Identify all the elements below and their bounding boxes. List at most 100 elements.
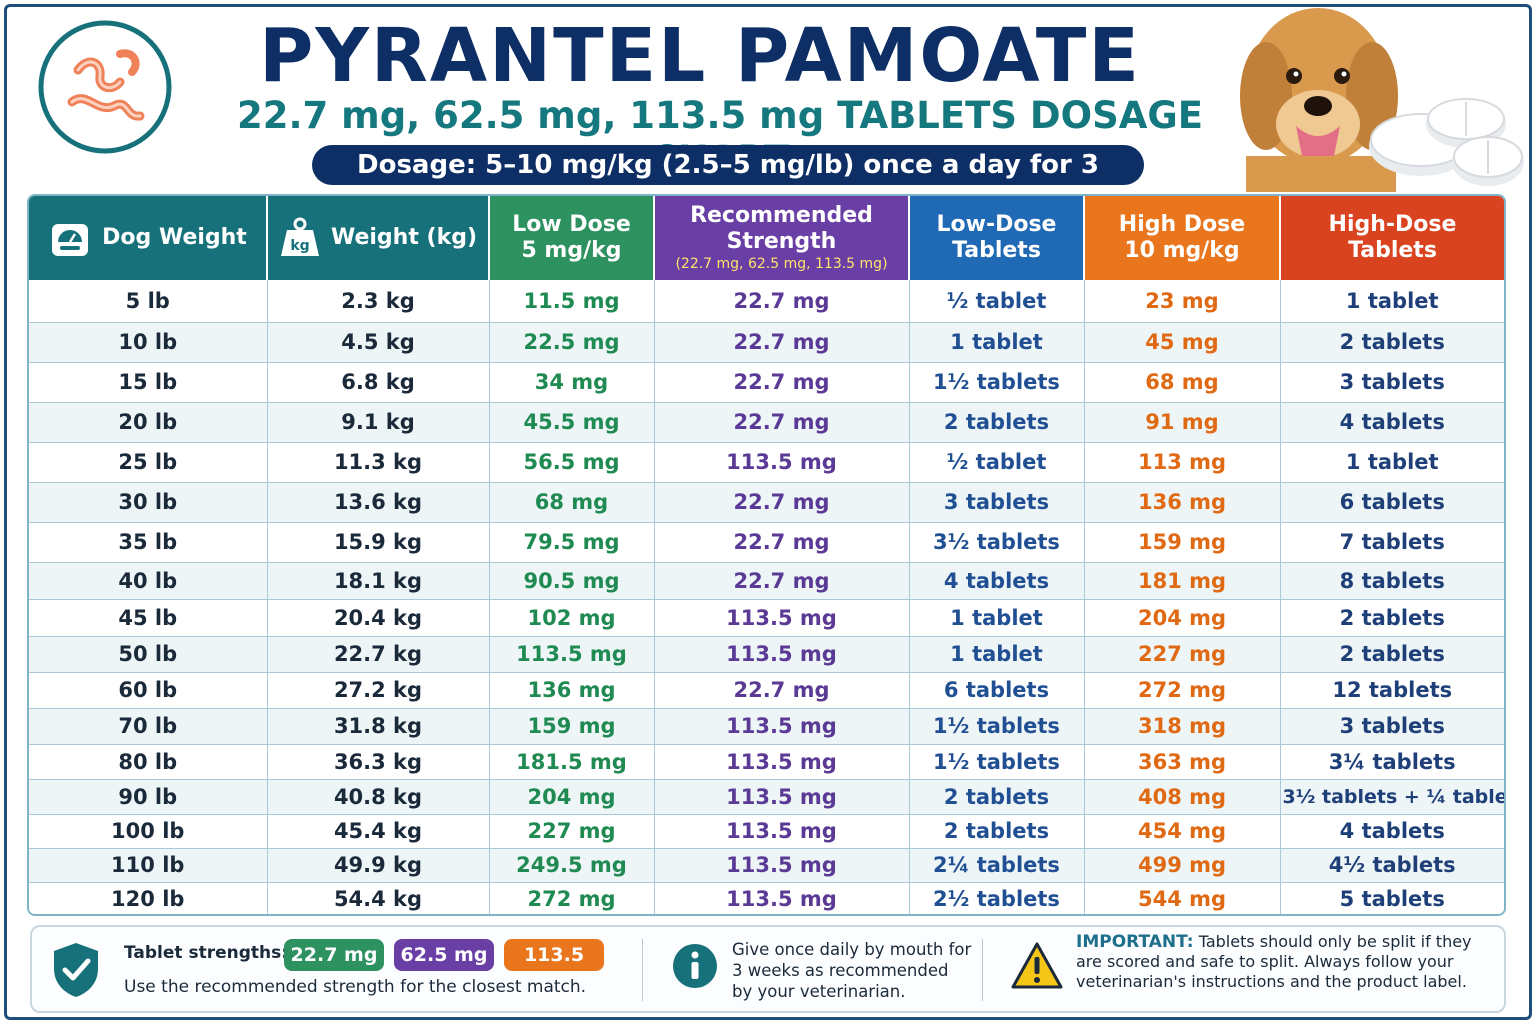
cell-low-dose: 56.5 mg <box>489 442 655 483</box>
cell-low-dose-tablets: 2 tablets <box>909 779 1085 815</box>
tablet-strengths-label: Tablet strengths: <box>124 943 289 963</box>
cell-low-dose: 45.5 mg <box>489 402 655 443</box>
table-header-row: Dog Weight kg Weight (kg) Low Dose 5 mg/ <box>29 196 1504 280</box>
cell-high-dose-tablets: 6 tablets <box>1280 482 1504 523</box>
cell-high-dose: 23 mg <box>1084 280 1281 323</box>
cell-low-dose-tablets: 1 tablet <box>909 599 1085 637</box>
cell-high-dose: 318 mg <box>1084 708 1281 745</box>
dog-illustration <box>1240 8 1524 192</box>
worm-icon <box>38 20 172 154</box>
cell-high-dose: 91 mg <box>1084 402 1281 443</box>
cell-weight-kg: 54.4 kg <box>267 882 490 914</box>
table-row: 20 lb 9.1 kg 45.5 mg 22.7 mg 2 tablets 91 mg 4… <box>29 402 1504 443</box>
warning-icon <box>1011 942 1063 989</box>
table-row: 5 lb 2.3 kg 11.5 mg 22.7 mg ½ tablet 23 mg 1 t… <box>29 280 1504 323</box>
cell-weight-lb: 90 lb <box>29 779 268 815</box>
important-label: IMPORTANT: <box>1076 932 1194 952</box>
svg-text:kg: kg <box>290 238 309 254</box>
table-row: 120 lb 54.4 kg 272 mg 113.5 mg 2½ tablets 544… <box>29 882 1504 914</box>
footer-divider <box>982 939 983 1001</box>
cell-weight-lb: 45 lb <box>29 599 268 637</box>
cell-low-dose: 227 mg <box>489 814 655 849</box>
header-recommended-strength: Recommended Strength (22.7 mg, 62.5 mg, 1… <box>654 196 910 280</box>
cell-high-dose-tablets: 4 tablets <box>1280 402 1504 443</box>
cell-weight-kg: 20.4 kg <box>267 599 490 637</box>
cell-low-dose-tablets: ½ tablet <box>909 442 1085 483</box>
cell-high-dose: 204 mg <box>1084 599 1281 637</box>
cell-low-dose: 11.5 mg <box>489 280 655 323</box>
cell-weight-kg: 9.1 kg <box>267 402 490 443</box>
table-row: 60 lb 27.2 kg 136 mg 22.7 mg 6 tablets 272 mg… <box>29 672 1504 709</box>
cell-weight-kg: 6.8 kg <box>267 362 490 403</box>
table-row: 110 lb 49.9 kg 249.5 mg 113.5 mg 2¼ tablets 4… <box>29 848 1504 883</box>
cell-high-dose: 113 mg <box>1084 442 1281 483</box>
page-title: PYRANTEL PAMOATE <box>259 13 1141 99</box>
cell-recommended-strength: 113.5 mg <box>654 848 910 883</box>
cell-weight-lb: 60 lb <box>29 672 268 709</box>
cell-weight-kg: 49.9 kg <box>267 848 490 883</box>
cell-weight-lb: 100 lb <box>29 814 268 849</box>
cell-high-dose: 272 mg <box>1084 672 1281 709</box>
table-row: 45 lb 20.4 kg 102 mg 113.5 mg 1 tablet 204 mg… <box>29 599 1504 637</box>
cell-low-dose: 159 mg <box>489 708 655 745</box>
table-row: 50 lb 22.7 kg 113.5 mg 113.5 mg 1 tablet 227 … <box>29 636 1504 673</box>
cell-low-dose-tablets: ½ tablet <box>909 280 1085 323</box>
cell-weight-kg: 18.1 kg <box>267 562 490 600</box>
scale-icon <box>52 224 89 256</box>
cell-high-dose: 227 mg <box>1084 636 1281 673</box>
cell-low-dose-tablets: 1 tablet <box>909 636 1085 673</box>
cell-weight-lb: 40 lb <box>29 562 268 600</box>
cell-low-dose-tablets: 6 tablets <box>909 672 1085 709</box>
important-text: Tablets should only be split if they are… <box>1076 932 1472 991</box>
tablet-icon <box>1369 98 1524 186</box>
info-text: Give once daily by mouth for 3 weeks as … <box>732 940 972 1001</box>
cell-low-dose-tablets: 1½ tablets <box>909 708 1085 745</box>
table-row: 30 lb 13.6 kg 68 mg 22.7 mg 3 tablets 136 mg 6… <box>29 482 1504 523</box>
cell-recommended-strength: 22.7 mg <box>654 402 910 443</box>
cell-low-dose-tablets: 2½ tablets <box>909 882 1085 914</box>
cell-recommended-strength: 22.7 mg <box>654 482 910 523</box>
header-dog-weight: Dog Weight <box>29 196 268 280</box>
cell-weight-lb: 50 lb <box>29 636 268 673</box>
cell-recommended-strength: 113.5 mg <box>654 708 910 745</box>
cell-recommended-strength: 22.7 mg <box>654 362 910 403</box>
cell-low-dose: 113.5 mg <box>489 636 655 673</box>
table-row: 25 lb 11.3 kg 56.5 mg 113.5 mg ½ tablet 113 m… <box>29 442 1504 483</box>
cell-low-dose: 22.5 mg <box>489 322 655 363</box>
cell-low-dose: 249.5 mg <box>489 848 655 883</box>
page-frame <box>4 4 1532 1020</box>
cell-high-dose-tablets: 3½ tablets + ¼ tablet <box>1280 779 1504 815</box>
cell-weight-kg: 2.3 kg <box>267 280 490 323</box>
cell-weight-lb: 20 lb <box>29 402 268 443</box>
cell-high-dose: 544 mg <box>1084 882 1281 914</box>
cell-low-dose-tablets: 2¼ tablets <box>909 848 1085 883</box>
table-row: 35 lb 15.9 kg 79.5 mg 22.7 mg 3½ tablets 159 … <box>29 522 1504 563</box>
strength-badge-22-7: 22.7 mg <box>284 939 384 971</box>
cell-high-dose-tablets: 3 tablets <box>1280 362 1504 403</box>
cell-recommended-strength: 22.7 mg <box>654 562 910 600</box>
strength-badge-113-5: 113.5 mg <box>504 939 604 998</box>
cell-high-dose: 181 mg <box>1084 562 1281 600</box>
cell-high-dose-tablets: 4½ tablets <box>1280 848 1504 883</box>
table-row: 10 lb 4.5 kg 22.5 mg 22.7 mg 1 tablet 45 mg 2 … <box>29 322 1504 363</box>
cell-weight-lb: 15 lb <box>29 362 268 403</box>
cell-weight-kg: 13.6 kg <box>267 482 490 523</box>
cell-high-dose: 68 mg <box>1084 362 1281 403</box>
cell-recommended-strength: 22.7 mg <box>654 322 910 363</box>
header-low-dose-tablets: Low-Dose Tablets <box>909 196 1085 280</box>
cell-weight-kg: 11.3 kg <box>267 442 490 483</box>
cell-weight-kg: 45.4 kg <box>267 814 490 849</box>
table-row: 80 lb 36.3 kg 181.5 mg 113.5 mg 1½ tablets 36… <box>29 744 1504 780</box>
cell-recommended-strength: 113.5 mg <box>654 779 910 815</box>
cell-low-dose-tablets: 3 tablets <box>909 482 1085 523</box>
cell-high-dose-tablets: 8 tablets <box>1280 562 1504 600</box>
kg-weight-icon: kg <box>280 217 319 256</box>
header-low-dose: Low Dose 5 mg/kg <box>489 196 655 280</box>
cell-high-dose-tablets: 1 tablet <box>1280 442 1504 483</box>
cell-weight-kg: 27.2 kg <box>267 672 490 709</box>
cell-recommended-strength: 113.5 mg <box>654 599 910 637</box>
cell-low-dose: 79.5 mg <box>489 522 655 563</box>
cell-high-dose: 159 mg <box>1084 522 1281 563</box>
cell-recommended-strength: 113.5 mg <box>654 814 910 849</box>
cell-weight-lb: 70 lb <box>29 708 268 745</box>
